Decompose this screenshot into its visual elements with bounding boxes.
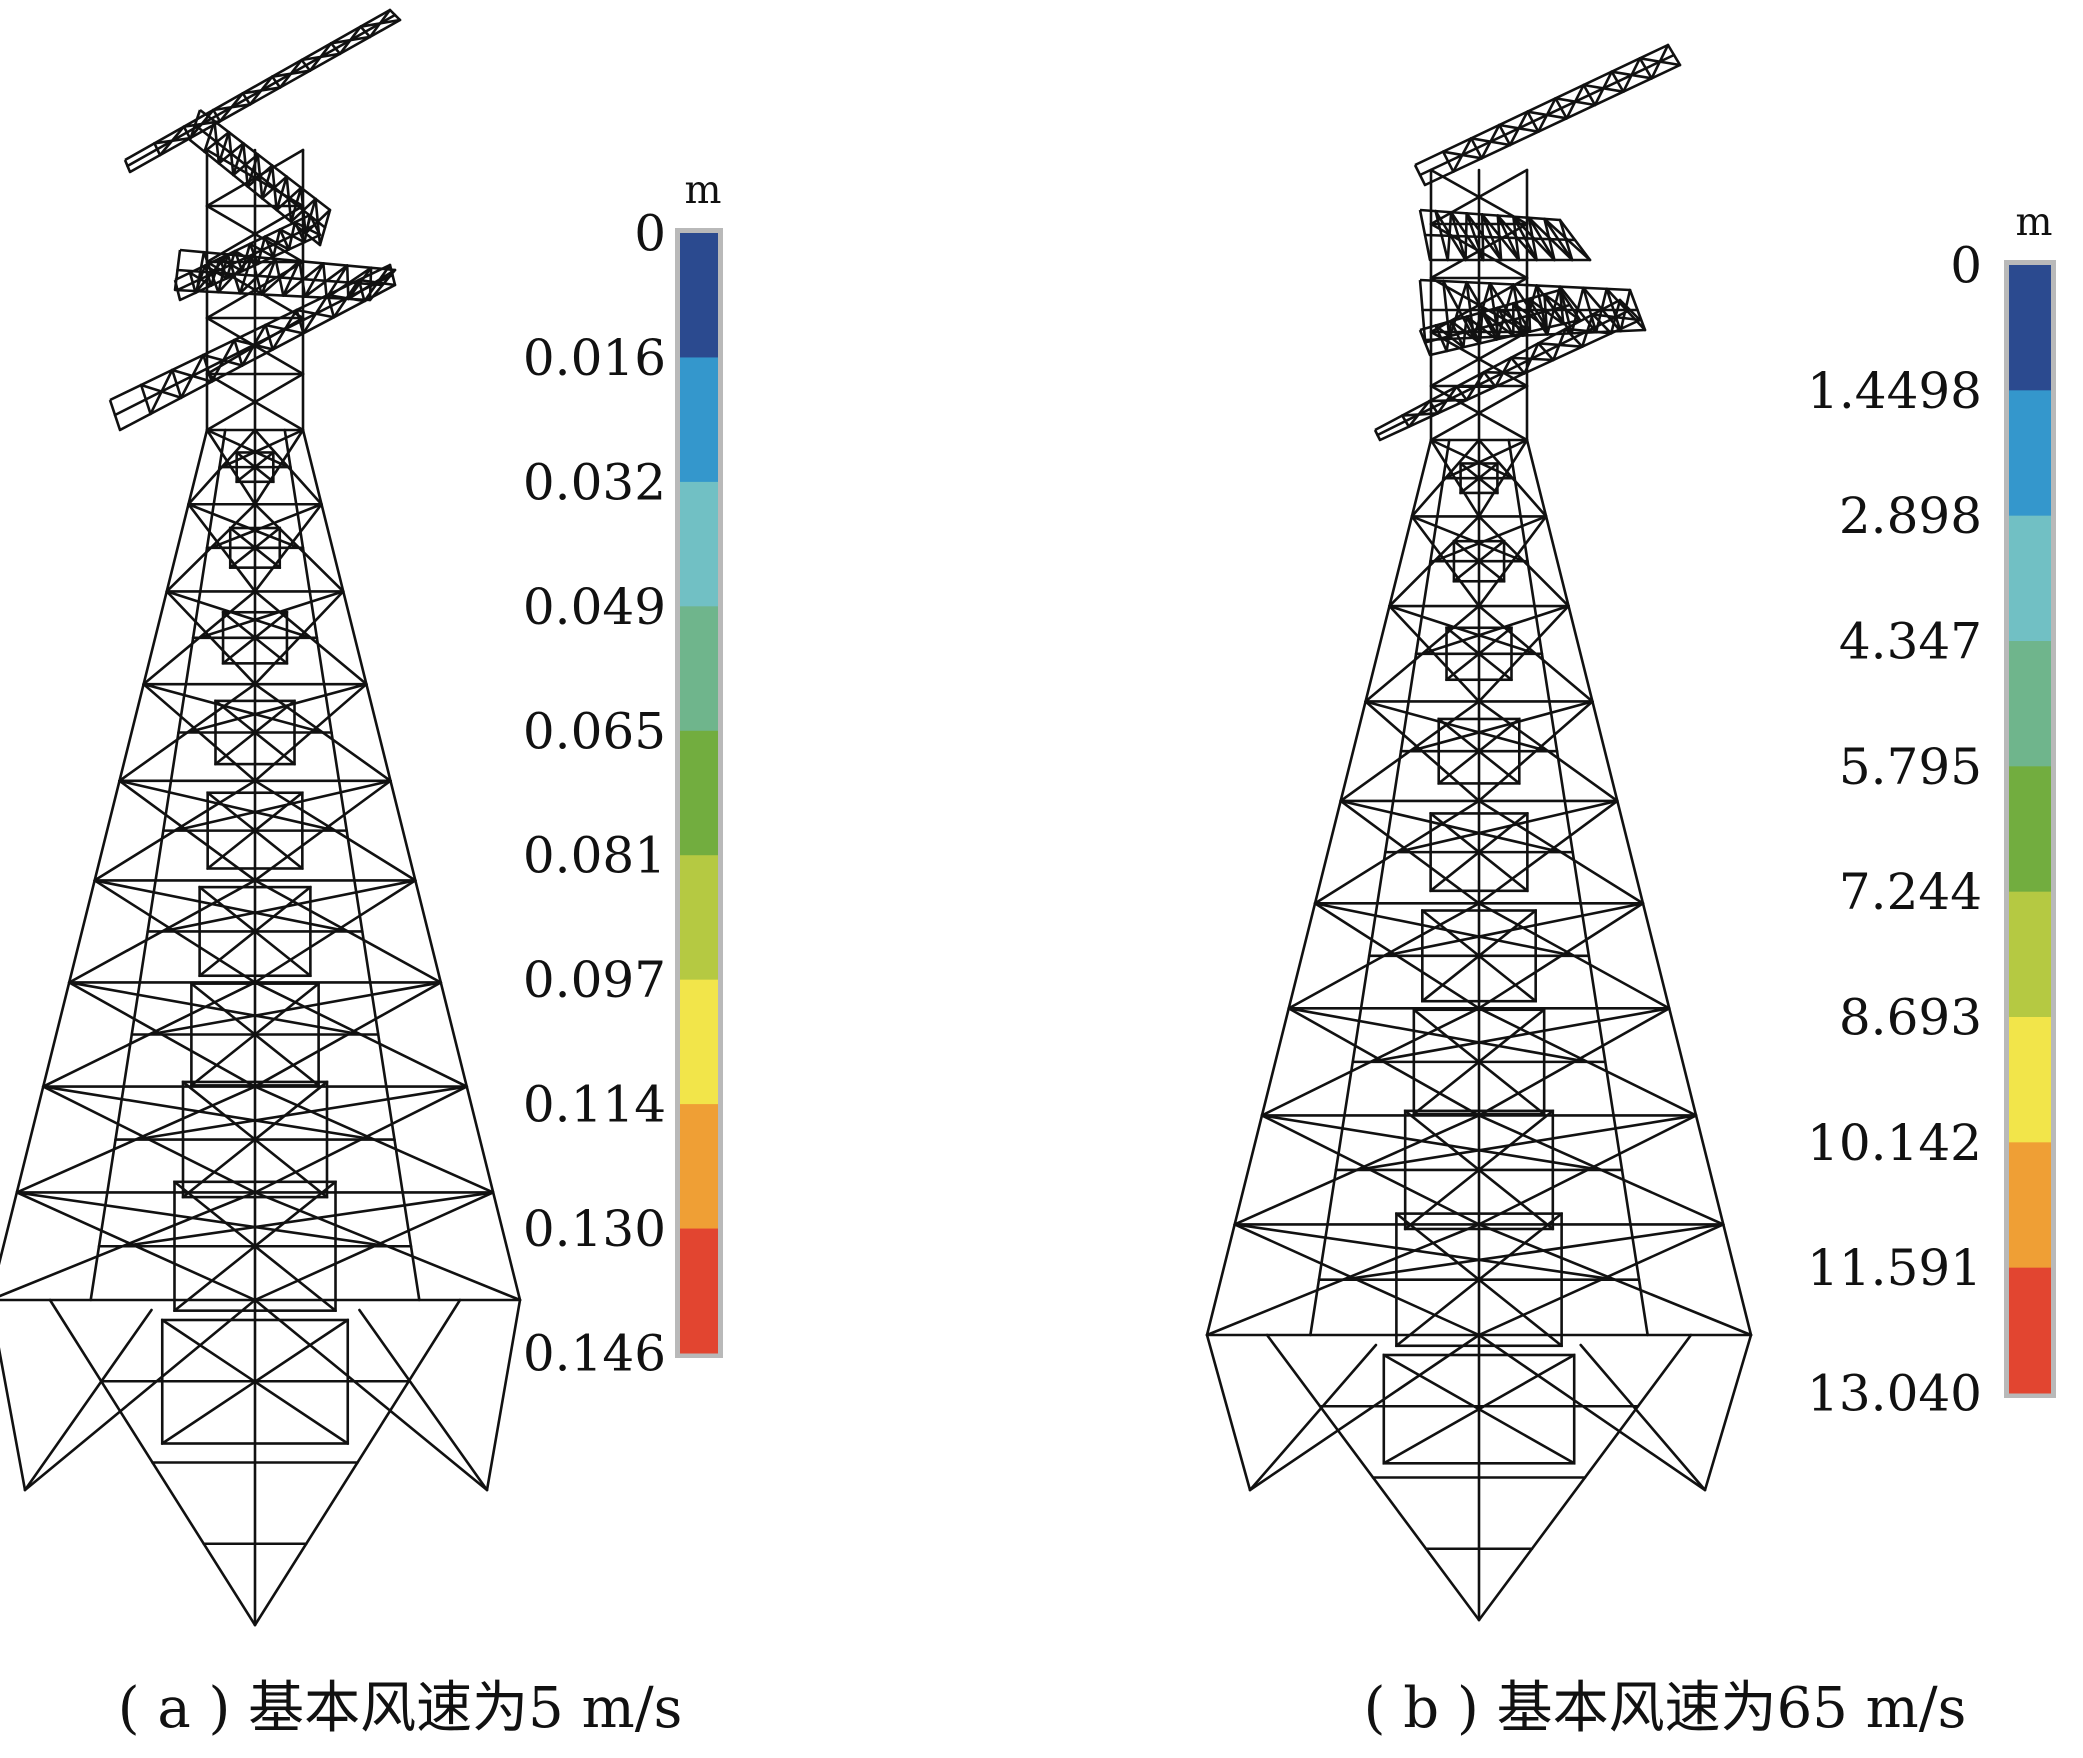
legend-b-color-band-6 xyxy=(2009,1017,2051,1143)
legend-a-color-band-1 xyxy=(680,357,718,483)
legend-a-tick-label: 0.081 xyxy=(523,827,666,885)
legend-b-tick-label: 7.244 xyxy=(1839,863,1982,921)
legend-b-color-band-4 xyxy=(2009,766,2051,893)
legend-a-tick-label: 0.146 xyxy=(523,1325,666,1383)
legend-b-tick-label: 4.347 xyxy=(1839,613,1982,671)
tower-mesh-a xyxy=(0,8,522,1627)
legend-a-color-band-2 xyxy=(680,481,718,607)
legend-b-color-band-5 xyxy=(2009,891,2051,1018)
caption-a: ( a ) 基本风速为5 m/s xyxy=(118,1676,683,1741)
legend-a-tick-label: 0.049 xyxy=(523,578,666,636)
legend-a-color-band-6 xyxy=(680,979,718,1105)
legend-b-color-band-0 xyxy=(2009,265,2051,391)
legend-b-tick-label: 0 xyxy=(1950,237,1982,295)
legend-a-color-band-3 xyxy=(680,606,718,732)
legend-a-tick-label: 0.130 xyxy=(523,1200,666,1258)
legend-a-unit: m xyxy=(685,168,722,213)
legend-b-tick-label: 10.142 xyxy=(1807,1114,1982,1172)
legend-b-color-band-2 xyxy=(2009,515,2051,642)
legend-b-color-band-8 xyxy=(2009,1267,2051,1394)
legend-b-unit: m xyxy=(2016,200,2053,245)
legend-a-color-band-4 xyxy=(680,730,718,856)
legend-a-tick-label: 0.114 xyxy=(523,1076,666,1134)
legend-a-color-band-5 xyxy=(680,855,718,981)
legend-a-tick-label: 0.032 xyxy=(523,453,666,511)
legend-b-tick-label: 13.040 xyxy=(1807,1365,1982,1423)
legend-b-tick-label: 2.898 xyxy=(1839,487,1982,545)
legend-b-color-band-3 xyxy=(2009,641,2051,767)
legend-a-tick-label: 0 xyxy=(634,205,666,263)
caption-b: ( b ) 基本风速为65 m/s xyxy=(1364,1676,1967,1741)
legend-a-color-band-8 xyxy=(680,1228,718,1354)
legend-b-tick-label: 1.4498 xyxy=(1807,362,1982,420)
legend-a-tick-label: 0.016 xyxy=(523,329,666,387)
legend-b-tick-label: 11.591 xyxy=(1807,1239,1982,1297)
legend-b-tick-label: 5.795 xyxy=(1839,738,1982,796)
legend-b: 0 1.4498 2.898 4.347 5.795 7.244 8.693 10.142 11… xyxy=(1807,200,2056,1423)
tower-mesh-b xyxy=(1205,43,1753,1622)
legend-b-color-band-1 xyxy=(2009,390,2051,517)
legend-a: 0 0.016 0.032 0.049 0.065 0.081 0.097 0.114 0.13… xyxy=(523,168,723,1383)
legend-a-color-band-7 xyxy=(680,1104,718,1230)
legend-b-color-band-7 xyxy=(2009,1142,2051,1269)
legend-a-tick-label: 0.097 xyxy=(523,951,666,1009)
legend-b-tick-label: 8.693 xyxy=(1839,989,1982,1047)
legend-a-color-band-0 xyxy=(680,233,718,358)
legend-a-tick-label: 0.065 xyxy=(523,702,666,760)
